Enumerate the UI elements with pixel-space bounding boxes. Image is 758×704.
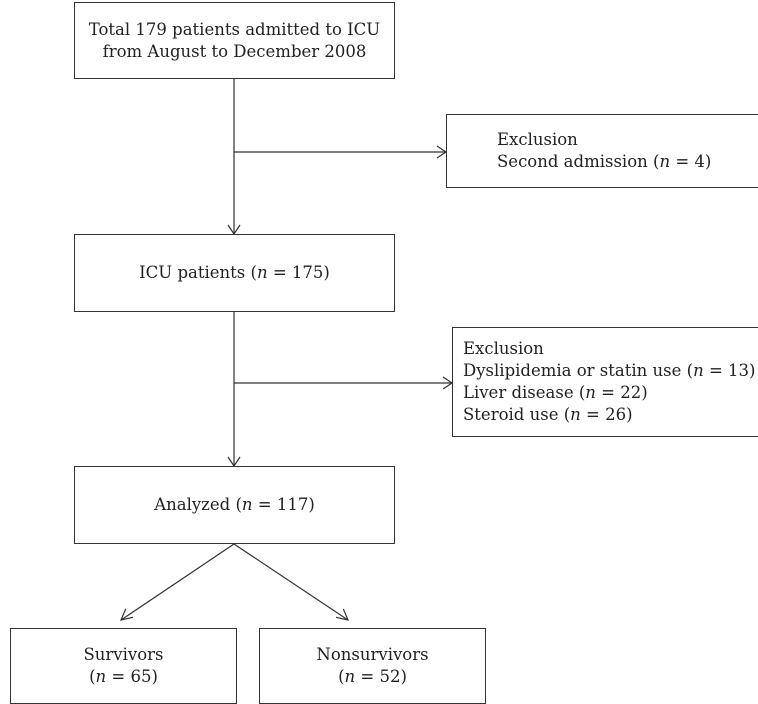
analyzed-box: Analyzed (n = 117) bbox=[74, 466, 395, 544]
total-patients-line-1: Total 179 patients admitted to ICU bbox=[88, 19, 381, 39]
connector-to-nonsurvivors bbox=[233, 543, 349, 621]
exclusion-2-item-liver: Liver disease (n = 22) bbox=[463, 383, 648, 402]
survivors-count: (n = 65) bbox=[89, 667, 158, 686]
exclusion-2-item-steroid: Steroid use (n = 26) bbox=[463, 405, 633, 424]
connector-to-survivors bbox=[120, 543, 235, 621]
arrowhead-survivors bbox=[119, 608, 134, 621]
survivors-title: Survivors bbox=[83, 645, 164, 664]
icu-patients-box: ICU patients (n = 175) bbox=[74, 234, 395, 312]
analyzed-label: Analyzed (n = 117) bbox=[154, 495, 315, 514]
nonsurvivors-box: Nonsurvivors (n = 52) bbox=[259, 628, 486, 704]
nonsurvivors-title: Nonsurvivors bbox=[316, 645, 429, 664]
survivors-box: Survivors (n = 65) bbox=[10, 628, 237, 704]
arrowhead-nonsurvivors bbox=[335, 608, 350, 621]
exclusion-box-2: Exclusion Dyslipidemia or statin use (n … bbox=[452, 327, 758, 437]
exclusion-2-item-dyslipidemia: Dyslipidemia or statin use (n = 13) bbox=[463, 361, 756, 380]
nonsurvivors-count: (n = 52) bbox=[338, 667, 407, 686]
exclusion-box-1: Exclusion Second admission (n = 4) bbox=[446, 114, 758, 188]
total-patients-line-2: from August to December 2008 bbox=[102, 41, 367, 61]
exclusion-1-item: Second admission (n = 4) bbox=[497, 152, 712, 171]
exclusion-2-title: Exclusion bbox=[463, 339, 544, 358]
exclusion-1-title: Exclusion bbox=[497, 130, 578, 149]
total-patients-box: Total 179 patients admitted to ICU from … bbox=[74, 2, 395, 79]
icu-patients-label: ICU patients (n = 175) bbox=[139, 263, 330, 282]
